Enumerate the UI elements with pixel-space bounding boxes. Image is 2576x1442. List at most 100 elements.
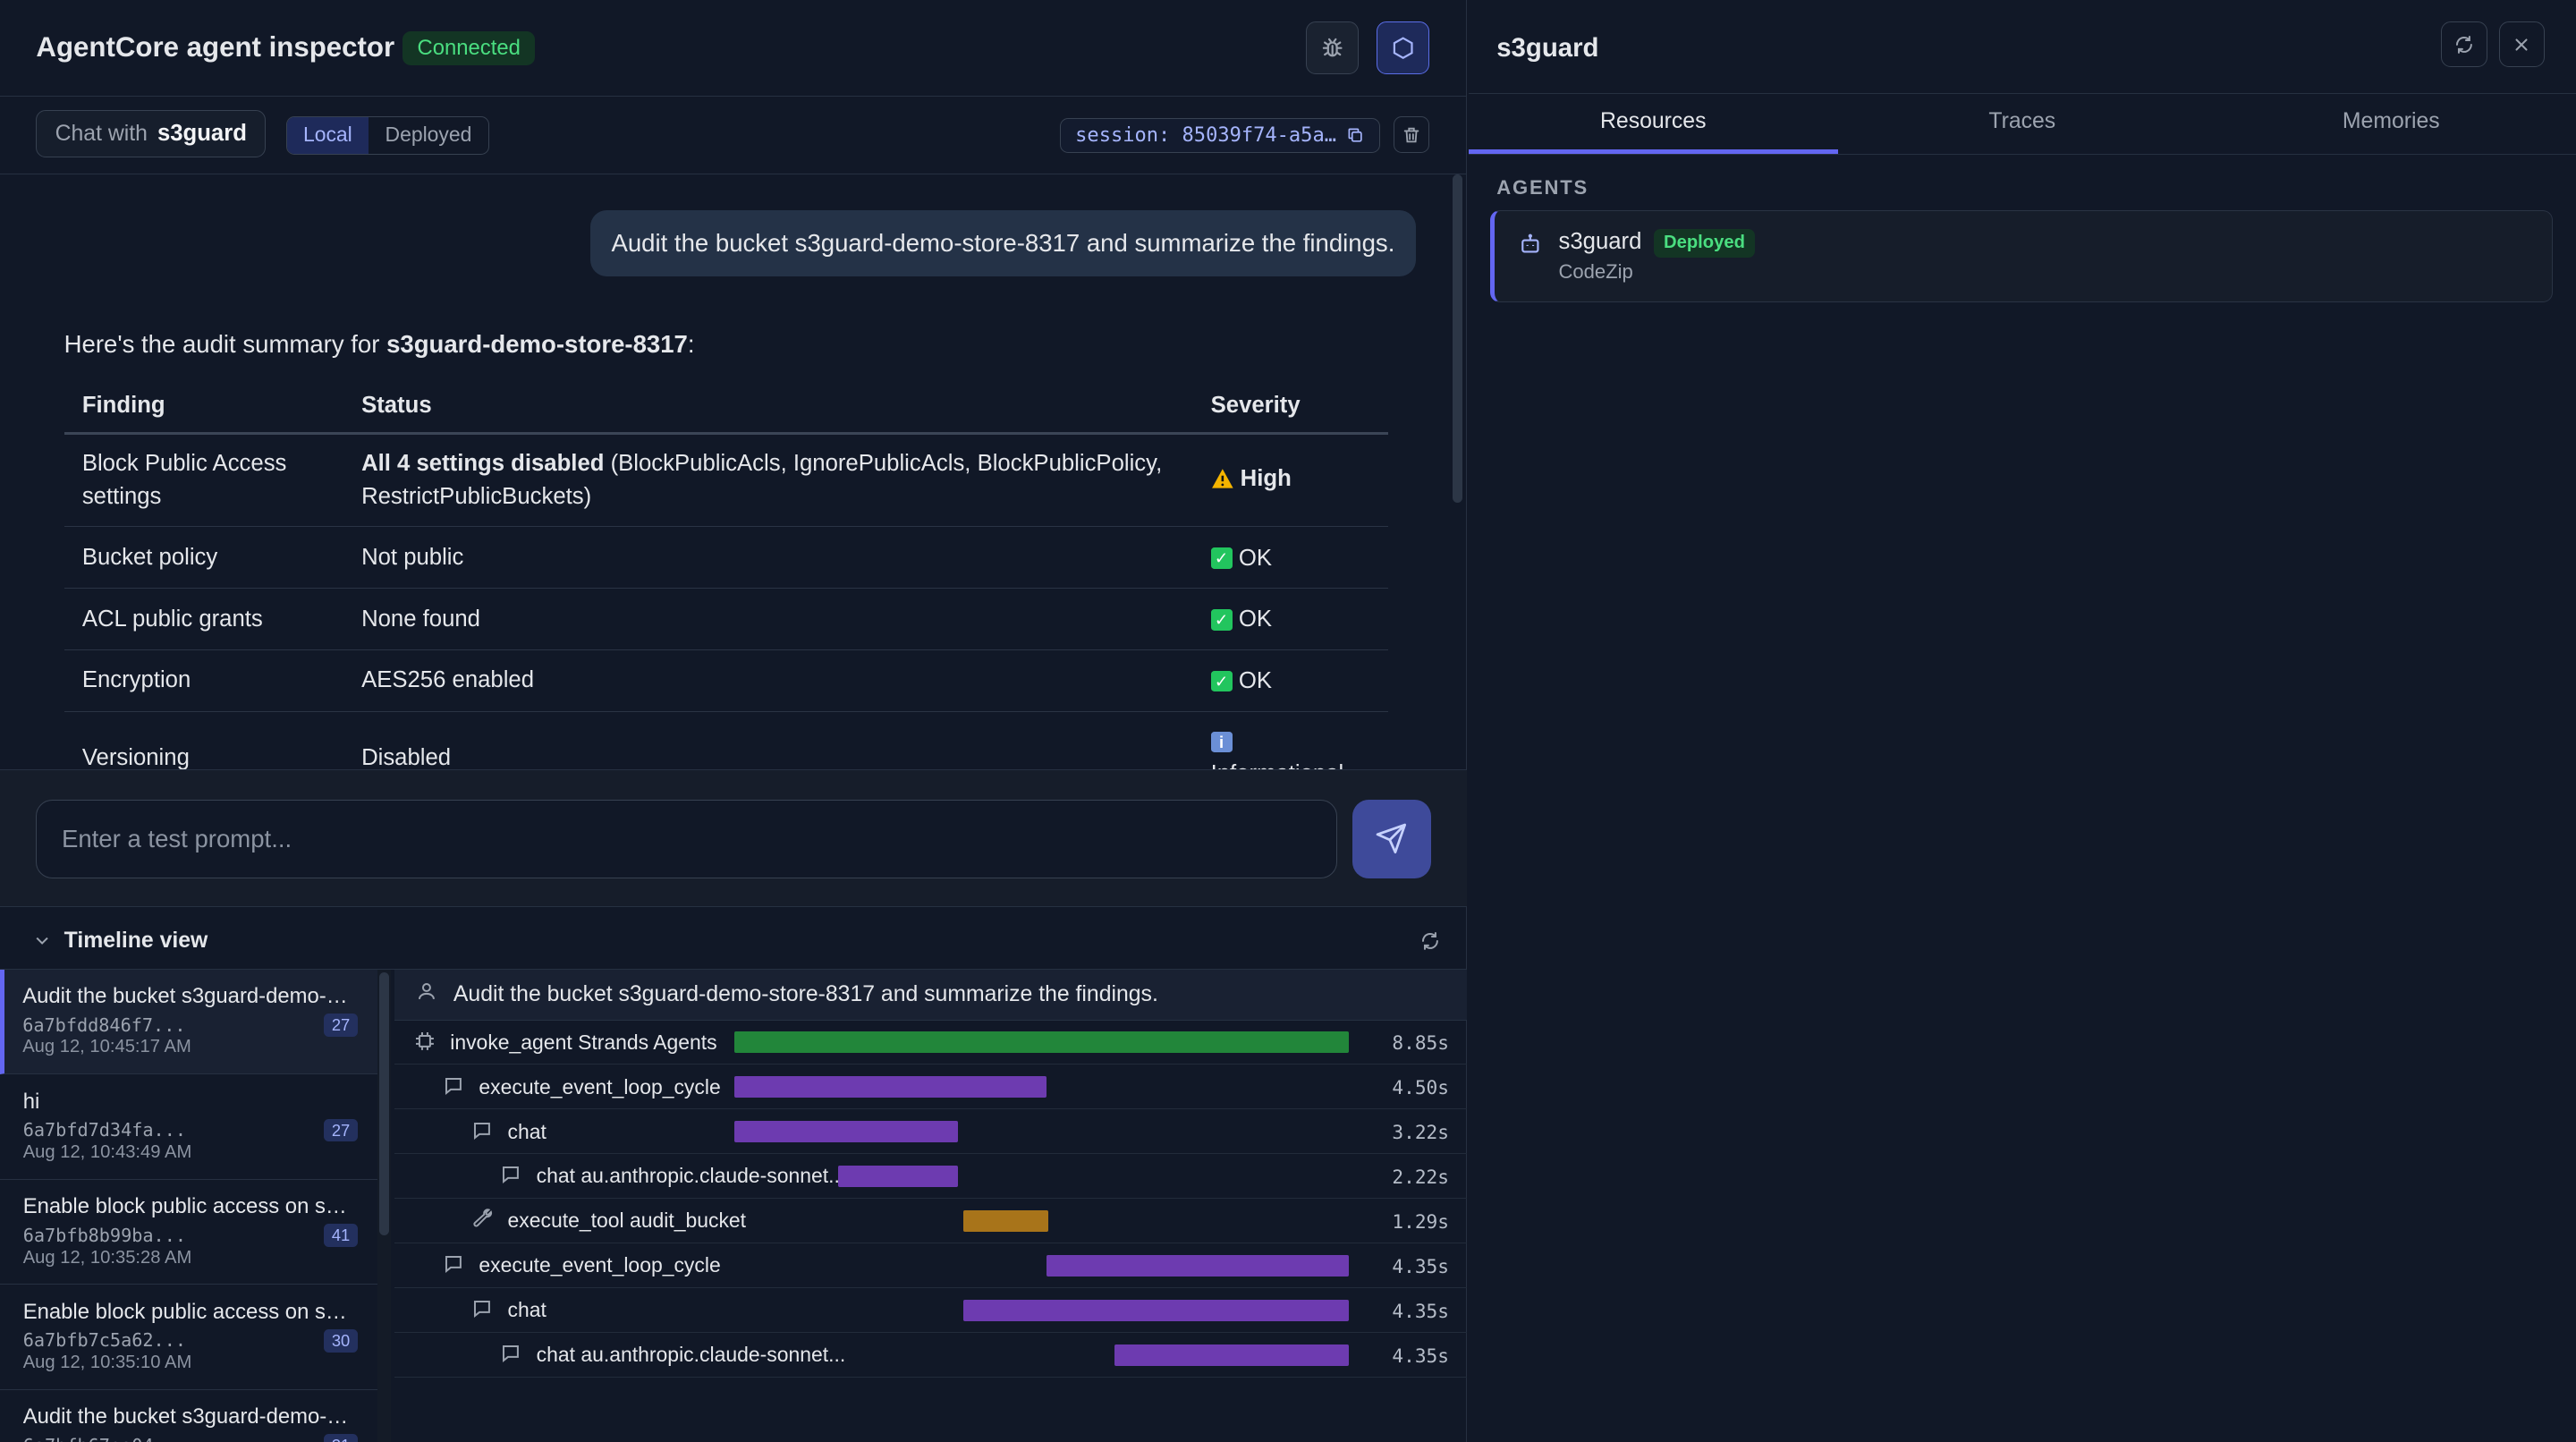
chat-with-label: Chat with: [55, 121, 148, 146]
list-item[interactable]: Enable block public access on s3guard-de…: [0, 1180, 378, 1285]
message-icon: [443, 1075, 464, 1097]
span-bar[interactable]: [733, 1121, 958, 1143]
chat-transcript[interactable]: Audit the bucket s3guard-demo-store-8317…: [0, 174, 1467, 769]
message-icon: [500, 1343, 521, 1364]
session-title: Enable block public access on s3guard-de…: [22, 1194, 352, 1219]
deployed-badge: Deployed: [1654, 229, 1755, 258]
agent-card-name: s3guard: [1558, 229, 1642, 255]
span-row[interactable]: invoke_agent Strands Agents 8.85s: [394, 1021, 1468, 1065]
span-row[interactable]: chat 3.22s: [394, 1109, 1468, 1155]
span-bar[interactable]: [838, 1166, 958, 1188]
table-header-row: Finding Status Severity: [64, 377, 1388, 435]
span-bar[interactable]: [733, 1031, 1349, 1054]
span-row[interactable]: execute_event_loop_cycle 4.50s: [394, 1065, 1468, 1110]
prompt-input[interactable]: [36, 799, 1338, 878]
refresh-icon[interactable]: [1419, 930, 1441, 952]
debug-button[interactable]: [1306, 21, 1359, 74]
inspector-toggle-button[interactable]: [1377, 21, 1429, 74]
findings-table: Finding Status Severity Block Public Acc…: [64, 377, 1388, 769]
agent-chat-pane: AgentCore agent inspector Connected Chat…: [0, 0, 1468, 1442]
span-count-badge: 27: [323, 1014, 359, 1037]
span-row[interactable]: chat 4.35s: [394, 1288, 1468, 1333]
agent-name: s3guard: [157, 121, 247, 147]
timeline-header[interactable]: Timeline view: [0, 909, 1468, 970]
span-name: execute_event_loop_cycle: [479, 1074, 721, 1098]
session-id: 6a7bfd7d34fa...: [22, 1119, 187, 1141]
finding-cell: Versioning: [64, 711, 343, 769]
span-duration: 2.22s: [1392, 1166, 1449, 1189]
span-duration: 4.35s: [1392, 1255, 1449, 1278]
inspector-title: s3guard: [1496, 32, 1599, 63]
span-count-badge: 30: [323, 1328, 359, 1353]
list-item[interactable]: Audit the bucket s3guard-demo-store-8317…: [0, 969, 378, 1075]
message-icon: [443, 1253, 464, 1275]
clear-chat-button[interactable]: [1393, 116, 1429, 153]
session-date: Aug 12, 10:35:28 AM: [22, 1247, 192, 1268]
mode-local[interactable]: Local: [286, 117, 369, 154]
wrench-icon: [471, 1209, 493, 1230]
span-row[interactable]: chat au.anthropic.claude-sonnet... 2.22s: [394, 1154, 1468, 1200]
span-name: invoke_agent Strands Agents: [450, 1030, 717, 1054]
span-name: execute_event_loop_cycle: [479, 1253, 721, 1277]
span-bar[interactable]: [963, 1210, 1048, 1233]
finding-cell: Encryption: [64, 649, 343, 712]
warning-icon: [1211, 468, 1234, 489]
agent-selector[interactable]: Chat with s3guard: [36, 110, 267, 158]
chevron-down-icon[interactable]: [33, 931, 51, 949]
list-item[interactable]: hi 6a7bfd7d34fa... Aug 12, 10:43:49 AM 2…: [0, 1074, 378, 1180]
span-row[interactable]: execute_tool audit_bucket 1.29s: [394, 1199, 1468, 1243]
span-duration: 4.35s: [1392, 1300, 1449, 1323]
span-name: execute_tool audit_bucket: [507, 1209, 747, 1233]
span-duration: 8.85s: [1392, 1031, 1449, 1055]
message-icon: [500, 1164, 521, 1185]
close-button[interactable]: [2498, 21, 2546, 68]
span-row[interactable]: execute_event_loop_cycle 4.35s: [394, 1243, 1468, 1288]
session-date: Aug 12, 10:35:10 AM: [22, 1353, 192, 1373]
check-icon: ✓: [1210, 547, 1233, 570]
prompt-composer: [0, 768, 1468, 907]
tab-memories[interactable]: Memories: [2342, 108, 2440, 133]
inspector-header: s3guard: [1469, 0, 2576, 94]
check-icon: ✓: [1210, 608, 1233, 631]
status-cell: AES256 enabled: [343, 649, 1193, 712]
session-id: 6a7bfdd846f7...: [22, 1014, 186, 1036]
user-icon: [416, 980, 437, 1002]
trace-root-row[interactable]: Audit the bucket s3guard-demo-store-8317…: [394, 969, 1468, 1021]
session-id-chip[interactable]: session: 85039f74-a5a…: [1059, 118, 1380, 153]
list-item[interactable]: Enable block public access on s3guard-de…: [0, 1285, 378, 1390]
span-name: chat au.anthropic.claude-sonnet...: [536, 1164, 846, 1188]
close-icon: [2512, 35, 2531, 55]
agent-card[interactable]: s3guard Deployed CodeZip: [1489, 210, 2554, 302]
session-date: Aug 12, 10:43:49 AM: [22, 1142, 192, 1163]
status-cell: Disabled: [343, 711, 1193, 769]
span-bar[interactable]: [963, 1300, 1349, 1322]
copy-icon[interactable]: [1346, 126, 1364, 144]
column-header-severity: Severity: [1192, 377, 1388, 435]
refresh-button[interactable]: [2441, 21, 2487, 68]
list-item[interactable]: Audit the bucket s3guard-demo-store-8317…: [0, 1390, 377, 1442]
span-bar[interactable]: [1046, 1255, 1349, 1277]
session-title: Audit the bucket s3guard-demo-store-8317: [22, 1404, 352, 1429]
chat-scrollbar[interactable]: [1452, 174, 1462, 504]
status-cell: Not public: [343, 526, 1193, 590]
span-bar[interactable]: [1114, 1344, 1349, 1366]
bot-icon: [1519, 233, 1542, 256]
send-button[interactable]: [1352, 799, 1431, 878]
finding-cell: ACL public grants: [64, 588, 343, 650]
mode-toggle: Local Deployed: [285, 116, 489, 155]
bucket-name: s3guard-demo-store-8317: [386, 330, 688, 359]
span-bar[interactable]: [733, 1076, 1047, 1098]
session-title: Audit the bucket s3guard-demo-store-8317…: [22, 984, 351, 1009]
table-row: Block Public Access settings All 4 setti…: [64, 433, 1388, 528]
bug-icon: [1319, 35, 1345, 61]
severity-cell: ✓ OK: [1192, 526, 1388, 590]
tab-resources[interactable]: Resources: [1469, 94, 1838, 154]
mode-deployed[interactable]: Deployed: [385, 123, 472, 147]
message-icon: [471, 1120, 493, 1141]
span-row[interactable]: chat au.anthropic.claude-sonnet... 4.35s: [394, 1333, 1468, 1378]
span-count-badge: 27: [323, 1118, 359, 1142]
user-message: Audit the bucket s3guard-demo-store-8317…: [589, 210, 1417, 276]
tab-traces[interactable]: Traces: [1988, 108, 2056, 133]
session-list-scrollbar[interactable]: [377, 969, 392, 1442]
send-icon: [1375, 822, 1408, 855]
